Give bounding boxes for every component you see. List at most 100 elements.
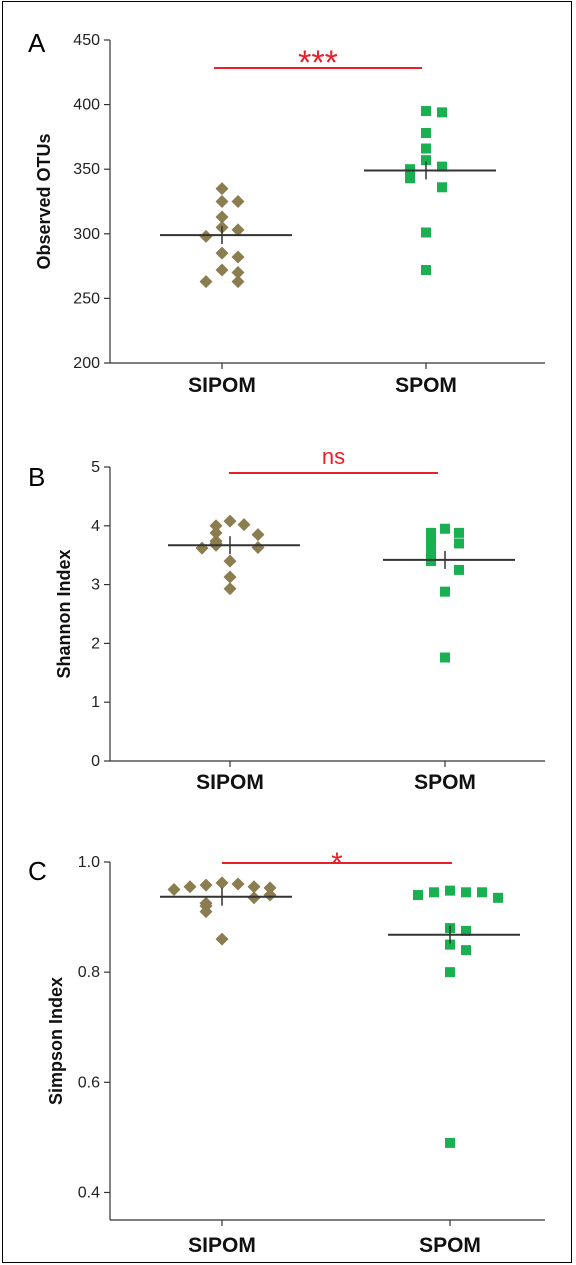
y-tick-label: 4 [91,518,100,535]
y-tick-label: 300 [73,226,100,243]
y-tick-label: 0.6 [78,1074,100,1091]
data-point-sipom [199,275,213,289]
data-point-sipom [215,210,229,224]
data-point-spom [440,523,450,534]
y-tick-label: 0.8 [78,964,100,981]
data-point-sipom [231,275,245,289]
data-point-spom [454,564,464,575]
data-point-sipom [223,582,237,596]
data-point-sipom [251,541,265,555]
data-point-spom [421,128,431,139]
x-category-label: SIPOM [188,374,256,397]
data-point-spom [445,1137,455,1148]
data-point-sipom [231,223,245,237]
data-point-sipom [215,246,229,260]
panel-b: B 0 1 2 3 4 5 Shannon Index SIPOM SPOM ns [28,444,545,794]
data-point-spom [421,106,431,117]
data-point-sipom [199,878,213,892]
y-tick-label: 400 [73,97,100,114]
data-point-spom [421,155,431,166]
data-point-sipom [215,263,229,277]
data-point-spom [477,887,487,898]
data-point-sipom [183,880,197,894]
y-tick-label: 1 [91,694,100,711]
data-point-spom [461,945,471,956]
data-point-sipom [231,266,245,280]
data-point-sipom [223,570,237,584]
data-point-sipom [263,888,277,902]
y-tick-label: 0.4 [78,1184,100,1201]
data-point-spom [493,892,503,903]
panel-letter: B [28,462,45,492]
data-point-spom [445,939,455,950]
data-point-sipom [223,514,237,528]
y-axis-label: Observed OTUs [34,133,54,269]
x-category-label: SPOM [419,1234,481,1257]
data-point-sipom [231,877,245,891]
y-tick-label: 250 [73,290,100,307]
data-point-sipom [223,554,237,568]
significance-label: * [331,847,343,880]
data-point-spom [437,161,447,172]
data-point-sipom [195,541,209,555]
data-point-spom [454,527,464,538]
data-point-spom [454,538,464,549]
y-tick-label: 0 [91,753,100,770]
data-point-spom [426,527,436,538]
data-point-sipom [209,526,223,540]
y-axis-label: Simpson Index [46,977,66,1105]
data-point-spom [426,535,436,546]
data-point-spom [429,887,439,898]
data-point-sipom [231,195,245,208]
data-point-sipom [247,891,261,905]
significance-label: ns [322,444,345,469]
data-point-sipom [237,518,251,532]
y-tick-label: 1.0 [78,854,100,871]
data-point-spom [437,182,447,193]
data-point-sipom [199,905,213,919]
x-category-label: SPOM [414,771,476,794]
data-point-spom [421,227,431,238]
data-point-sipom [215,876,229,890]
data-point-spom [405,173,415,184]
panel-a: A 200 250 300 350 400 450 Observed OTUs SIPOM SPO… [28,28,545,397]
y-tick-label: 350 [73,161,100,178]
y-tick-label: 200 [73,355,100,372]
data-point-sipom [251,528,265,542]
x-category-label: SIPOM [196,771,264,794]
y-tick-label: 5 [91,459,100,476]
significance-label: *** [298,44,338,82]
data-point-sipom [215,932,229,946]
y-tick-label: 3 [91,577,100,594]
data-point-spom [440,586,450,597]
data-point-spom [405,164,415,175]
x-category-label: SPOM [395,374,457,397]
y-tick-label: 450 [73,32,100,49]
data-point-spom [445,967,455,978]
data-point-sipom [199,229,213,243]
data-point-sipom [247,880,261,894]
data-point-spom [440,652,450,663]
data-point-sipom [215,182,229,196]
data-point-sipom [231,250,245,264]
data-point-spom [421,143,431,154]
data-point-sipom [215,195,229,208]
panel-letter: A [28,28,46,58]
y-tick-label: 2 [91,635,100,652]
data-point-sipom [209,519,223,533]
x-category-label: SIPOM [188,1234,256,1257]
data-point-spom [437,107,447,118]
data-point-spom [461,887,471,898]
data-point-spom [413,890,423,901]
panel-letter: C [28,856,47,886]
data-point-spom [426,556,436,567]
y-axis-label: Shannon Index [54,549,74,678]
data-point-spom [445,885,455,896]
data-point-sipom [167,883,181,897]
panel-c: C 0.4 0.6 0.8 1.0 Simpson Index SIPOM SPOM * [28,847,545,1257]
data-point-sipom [263,881,277,895]
data-point-spom [461,925,471,936]
data-point-spom [421,264,431,275]
